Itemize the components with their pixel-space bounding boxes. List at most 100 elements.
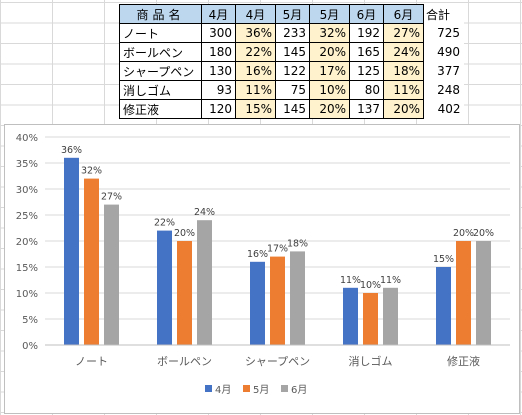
table-row: 修正液 120 15% 145 20% 137 20% 402 <box>119 99 464 119</box>
cell-pct[interactable]: 20% <box>383 99 424 119</box>
cell-pct[interactable]: 15% <box>235 99 276 119</box>
cell-pct[interactable]: 18% <box>383 61 424 81</box>
cell-qty[interactable]: 192 <box>349 23 384 43</box>
header-cell-may-pct[interactable]: 5月 <box>309 4 350 24</box>
data-label: 15% <box>433 254 454 265</box>
cell-pct[interactable]: 10% <box>309 80 350 100</box>
table-header-row: 商品名 4月 4月 5月 5月 6月 6月 合計 <box>119 4 464 24</box>
cell-pct[interactable]: 20% <box>309 42 350 62</box>
header-cell-may-qty[interactable]: 5月 <box>275 4 310 24</box>
sales-table: 商品名 4月 4月 5月 5月 6月 6月 合計 ノート 300 36% 233… <box>119 4 464 119</box>
cell-total[interactable]: 402 <box>423 99 464 119</box>
cell-qty[interactable]: 120 <box>201 99 236 119</box>
cell-total[interactable]: 725 <box>423 23 464 43</box>
cell-pct[interactable]: 27% <box>383 23 424 43</box>
bar[interactable] <box>436 267 451 345</box>
y-tick-label: 35% <box>16 159 38 170</box>
cell-product[interactable]: ボールペン <box>119 42 202 62</box>
y-tick-label: 25% <box>16 211 38 222</box>
data-label: 27% <box>101 192 122 203</box>
bar[interactable] <box>104 204 119 345</box>
cell-total[interactable]: 490 <box>423 42 464 62</box>
cell-qty[interactable]: 300 <box>201 23 236 43</box>
data-label: 16% <box>247 249 268 260</box>
cell-qty[interactable]: 93 <box>201 80 236 100</box>
bar[interactable] <box>383 287 398 345</box>
cell-pct[interactable]: 24% <box>383 42 424 62</box>
cell-pct[interactable]: 16% <box>235 61 276 81</box>
cell-total[interactable]: 248 <box>423 80 464 100</box>
y-tick-label: 10% <box>16 289 38 300</box>
data-label: 11% <box>340 275 361 286</box>
y-tick-label: 0% <box>22 341 38 352</box>
table-row: シャープペン 130 16% 122 17% 125 18% 377 <box>119 61 464 81</box>
cell-qty[interactable]: 130 <box>201 61 236 81</box>
table-row: ノート 300 36% 233 32% 192 27% 725 <box>119 23 464 43</box>
table-row: ボールペン 180 22% 145 20% 165 24% 490 <box>119 42 464 62</box>
category-label: 修正液 <box>447 354 480 368</box>
chart-object[interactable]: 0% 5% 10% 15% 20% 25% 30% 35% 40% 36% 32% 27% ノート 22%… <box>4 124 520 414</box>
cell-qty[interactable]: 80 <box>349 80 384 100</box>
bar[interactable] <box>64 157 79 345</box>
y-tick-label: 15% <box>16 263 38 274</box>
header-cell-apr-pct[interactable]: 4月 <box>235 4 276 24</box>
cell-product[interactable]: ノート <box>119 23 202 43</box>
legend-swatch <box>281 385 288 392</box>
data-label: 20% <box>473 228 494 239</box>
cell-qty[interactable]: 145 <box>275 42 310 62</box>
cell-pct[interactable]: 20% <box>309 99 350 119</box>
data-label: 10% <box>360 280 381 291</box>
cell-pct[interactable]: 22% <box>235 42 276 62</box>
bar[interactable] <box>290 251 305 345</box>
bar[interactable] <box>270 256 285 345</box>
cell-qty[interactable]: 233 <box>275 23 310 43</box>
category-label: ノート <box>75 355 108 368</box>
cell-product[interactable]: 修正液 <box>119 99 202 119</box>
bar[interactable] <box>84 178 99 345</box>
cell-qty[interactable]: 180 <box>201 42 236 62</box>
cell-pct[interactable]: 11% <box>383 80 424 100</box>
y-tick-label: 40% <box>16 133 38 144</box>
data-label: 24% <box>194 207 215 218</box>
y-tick-label: 30% <box>16 185 38 196</box>
data-label: 22% <box>154 218 175 229</box>
cell-pct[interactable]: 17% <box>309 61 350 81</box>
header-cell-jun-pct[interactable]: 6月 <box>383 4 424 24</box>
y-tick-label: 20% <box>16 237 38 248</box>
cell-qty[interactable]: 145 <box>275 99 310 119</box>
data-label: 20% <box>453 228 474 239</box>
bar[interactable] <box>363 293 378 345</box>
cell-qty[interactable]: 137 <box>349 99 384 119</box>
cell-qty[interactable]: 75 <box>275 80 310 100</box>
cell-pct[interactable]: 11% <box>235 80 276 100</box>
bar-chart[interactable]: 0% 5% 10% 15% 20% 25% 30% 35% 40% 36% 32% 27% ノート 22%… <box>5 125 519 413</box>
header-cell-total[interactable]: 合計 <box>423 4 464 24</box>
cell-qty[interactable]: 165 <box>349 42 384 62</box>
legend-swatch <box>205 385 212 392</box>
category-label: シャープペン <box>245 355 310 368</box>
cell-pct[interactable]: 36% <box>235 23 276 43</box>
cell-qty[interactable]: 125 <box>349 61 384 81</box>
legend-entry: 6月 <box>291 384 307 396</box>
data-label: 32% <box>81 166 102 177</box>
cell-pct[interactable]: 32% <box>309 23 350 43</box>
legend-swatch <box>243 385 250 392</box>
bar[interactable] <box>343 287 358 345</box>
header-cell-product[interactable]: 商品名 <box>119 4 202 24</box>
header-cell-jun-qty[interactable]: 6月 <box>349 4 384 24</box>
bar[interactable] <box>456 241 471 345</box>
bar[interactable] <box>177 241 192 345</box>
bar[interactable] <box>476 241 491 345</box>
header-cell-apr-qty[interactable]: 4月 <box>201 4 236 24</box>
cell-qty[interactable]: 122 <box>275 61 310 81</box>
cell-total[interactable]: 377 <box>423 61 464 81</box>
cell-product[interactable]: シャープペン <box>119 61 202 81</box>
bar[interactable] <box>250 261 265 345</box>
data-label: 20% <box>174 228 195 239</box>
bar[interactable] <box>197 220 212 345</box>
cell-product[interactable]: 消しゴム <box>119 80 202 100</box>
y-tick-label: 5% <box>22 315 38 326</box>
data-label: 18% <box>287 238 308 249</box>
bar[interactable] <box>157 230 172 345</box>
category-label: 消しゴム <box>349 354 393 368</box>
